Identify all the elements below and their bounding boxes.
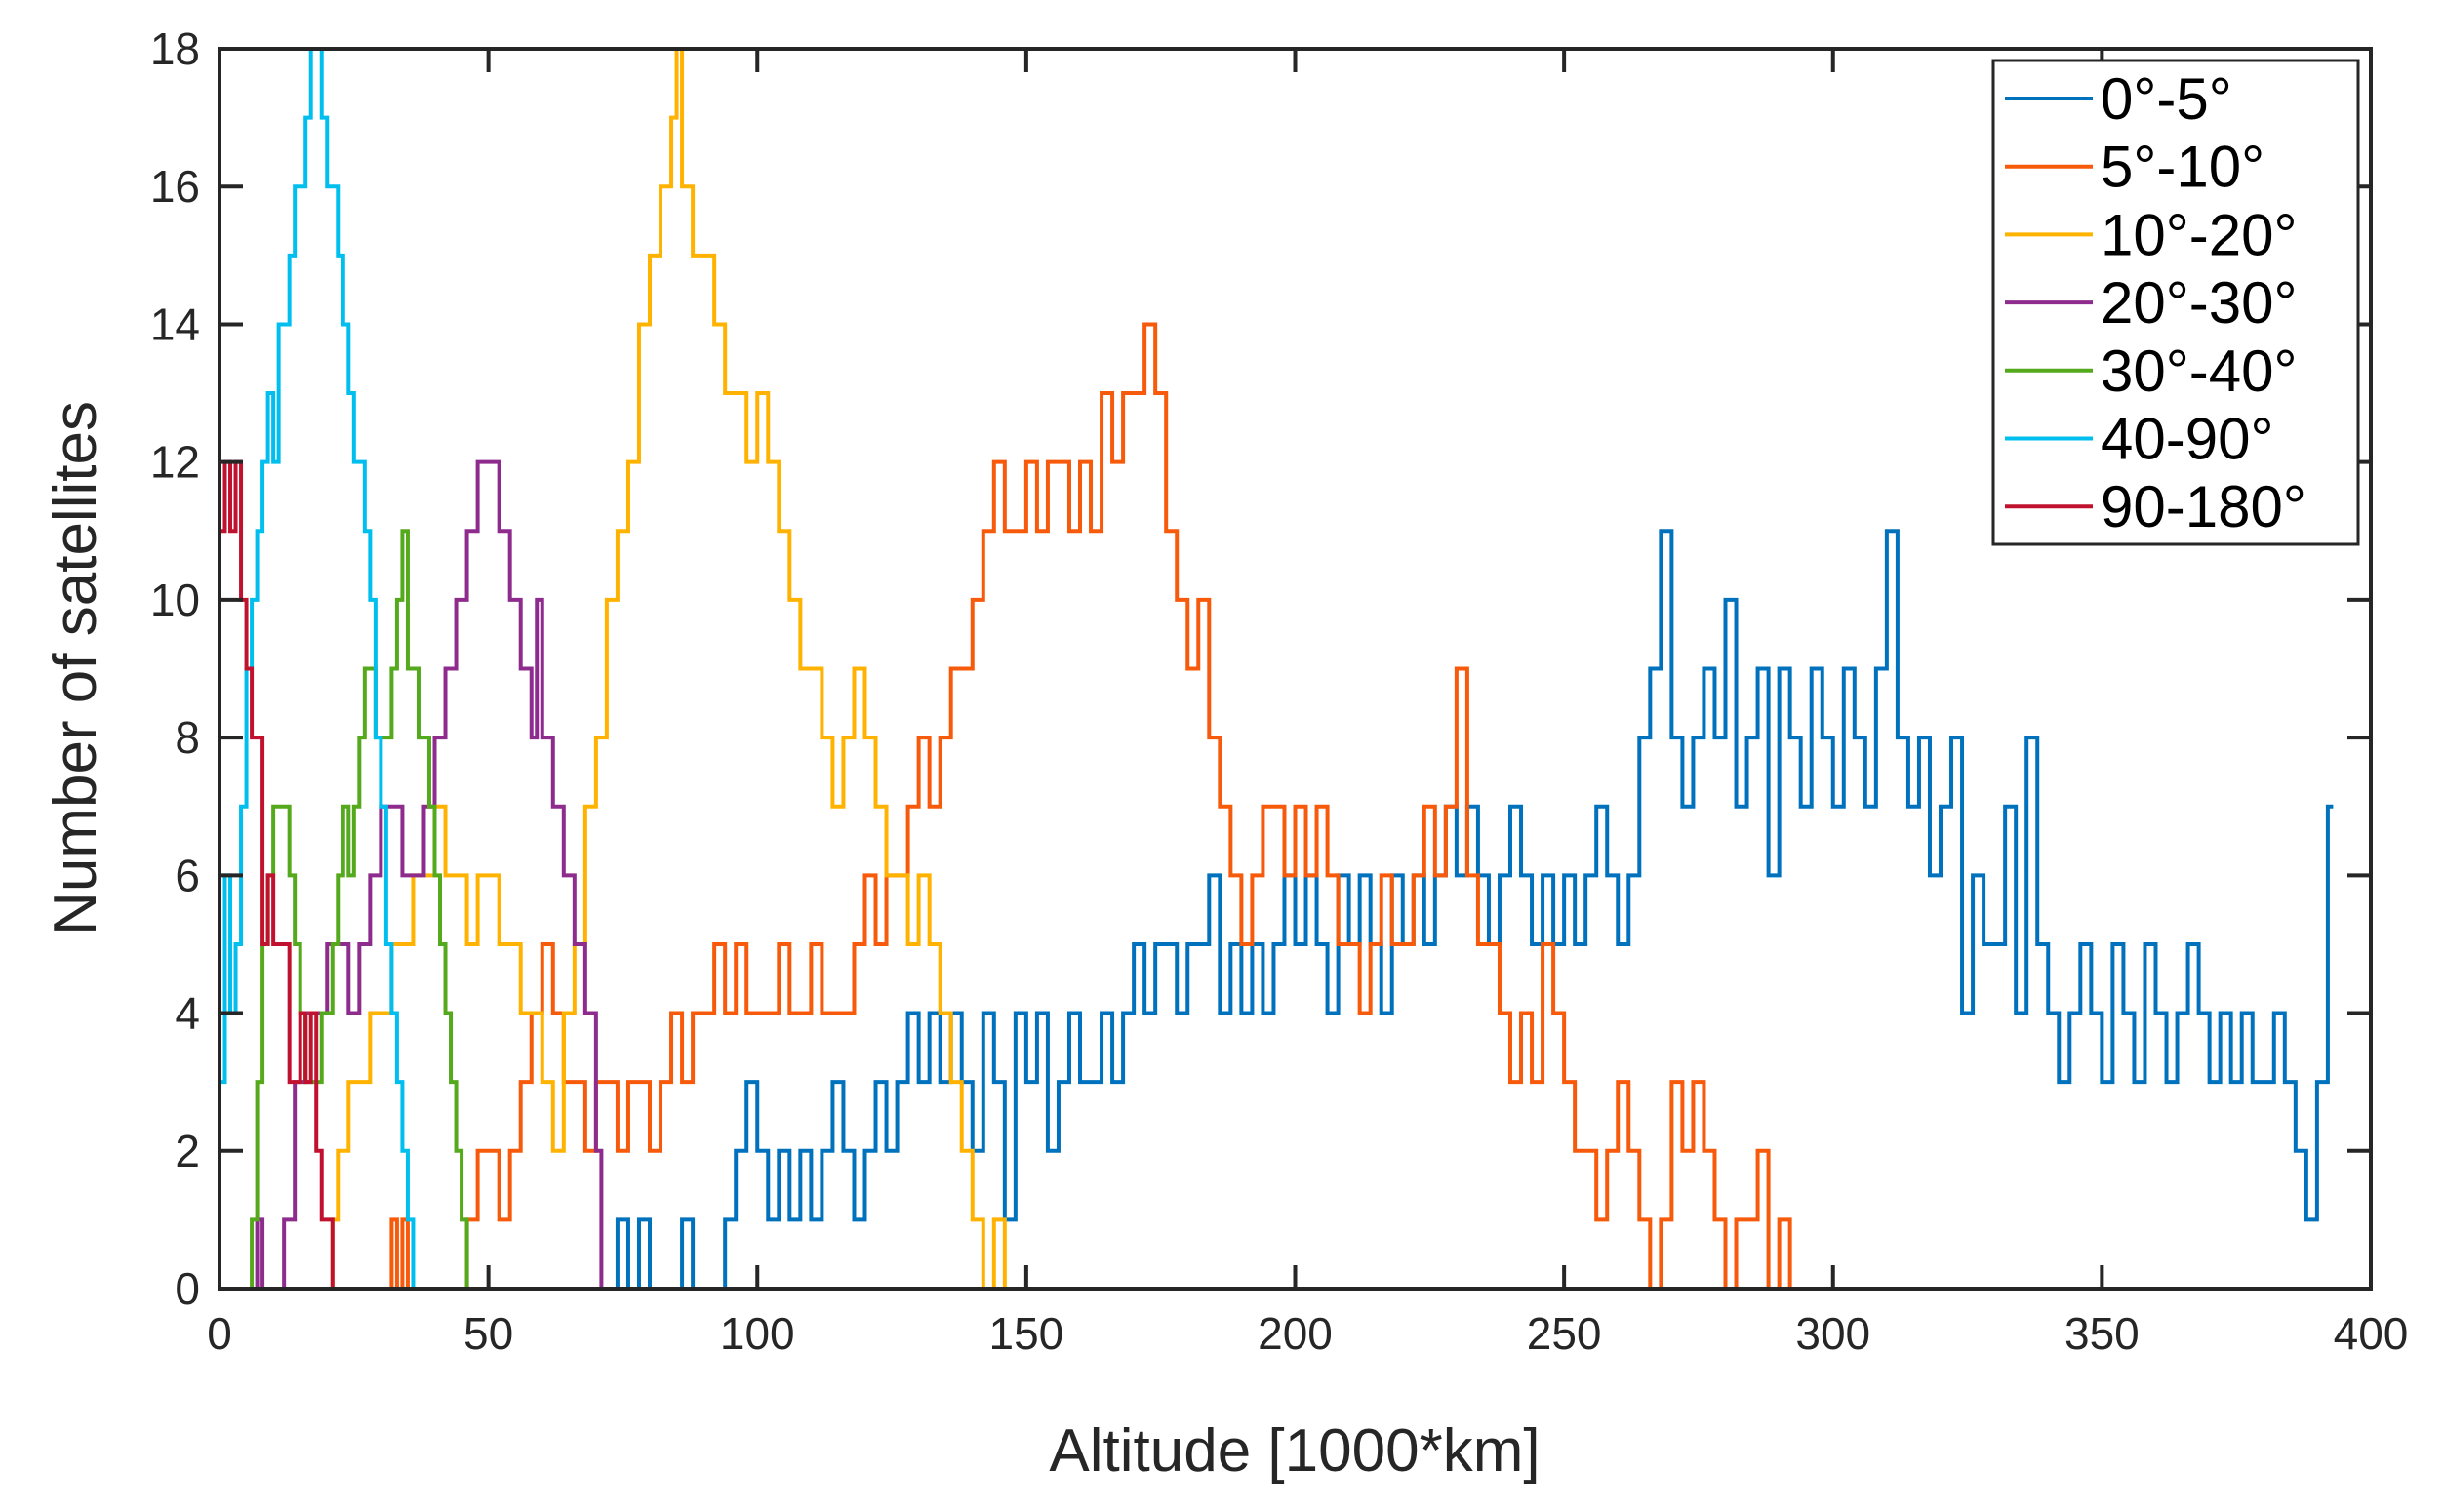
x-tick-label: 350: [2064, 1308, 2140, 1359]
y-tick-label: 4: [175, 988, 200, 1039]
x-axis-label: Altitude [1000*km]: [1049, 1417, 1540, 1485]
y-tick-label: 18: [150, 23, 200, 74]
y-tick-label: 10: [150, 575, 200, 625]
axes-layer: 0 50 100 150 200 250 300 350 400 0 2 4 6 8 10 12 14 16 18: [150, 23, 2409, 1359]
legend: 0°-5°5°-10°10°-20°20°-30°30°-40°40-90°90…: [1991, 59, 2360, 546]
y-tick-label: 2: [175, 1126, 200, 1176]
y-tick-label: 12: [150, 437, 200, 488]
y-tick-label: 0: [175, 1263, 200, 1314]
y-tick-label: 14: [150, 298, 200, 349]
x-tick-label: 300: [1795, 1308, 1870, 1359]
x-tick-label: 150: [989, 1308, 1064, 1359]
y-tick-label: 6: [175, 850, 200, 900]
legend-entry: 30°-40°: [2101, 338, 2297, 404]
x-tick-label: 100: [720, 1308, 795, 1359]
legend-entry: 40-90°: [2101, 407, 2273, 472]
y-axis-label: Number of satellites: [42, 401, 109, 935]
legend-entry: 10°-20°: [2101, 202, 2297, 267]
legend-entry: 20°-30°: [2101, 270, 2297, 336]
x-tick-label: 250: [1527, 1308, 1602, 1359]
x-tick-label: 200: [1258, 1308, 1333, 1359]
y-tick-label: 8: [175, 712, 200, 763]
x-tick-label: 0: [207, 1308, 232, 1359]
x-tick-label: 400: [2334, 1308, 2409, 1359]
x-tick-label: 50: [463, 1308, 513, 1359]
series-line-1: [220, 322, 2334, 1291]
legend-entry: 5°-10°: [2101, 135, 2264, 200]
legend-entry: 0°-5°: [2101, 66, 2232, 132]
series-line-5: [220, 47, 2334, 1291]
series-line-4: [220, 529, 2334, 1291]
y-tick-label: 16: [150, 161, 200, 212]
legend-entry: 90-180°: [2101, 474, 2306, 539]
